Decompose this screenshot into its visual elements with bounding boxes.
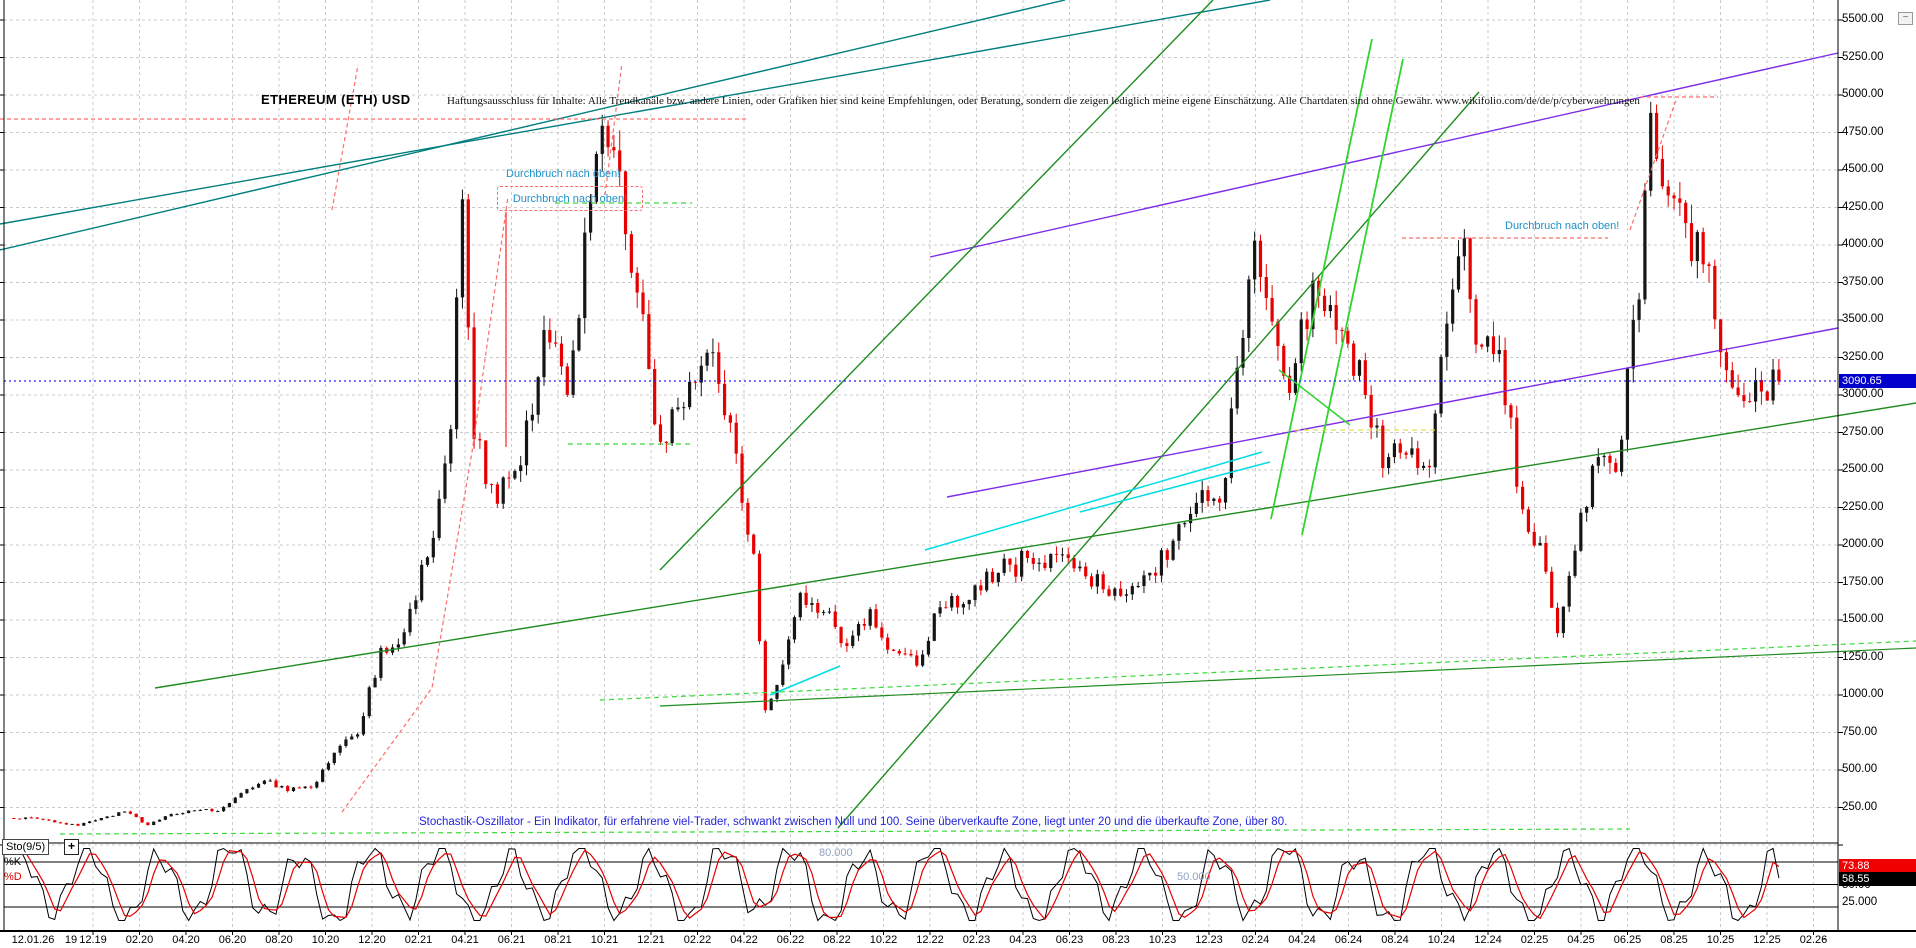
date-label: 12.24 [1474, 934, 1502, 946]
price-tick-label: 250.00 [1842, 800, 1878, 813]
price-tick-label: 4250.00 [1842, 200, 1884, 213]
date-label: 08.22 [823, 934, 851, 946]
oscillator-level-50-label: 50.000 [1177, 871, 1211, 883]
chart-title: ETHEREUM (ETH) USD [261, 92, 411, 107]
date-label: 12.23 [1195, 934, 1223, 946]
price-tick-label: 5000.00 [1842, 88, 1884, 100]
price-tick-label: 4000.00 [1842, 238, 1884, 250]
price-tick-label: 2500.00 [1842, 463, 1884, 475]
date-label: 02.24 [1241, 934, 1270, 946]
date-label: 02.20 [125, 934, 154, 946]
date-label: 08.20 [265, 934, 293, 946]
date-label: 04.24 [1288, 934, 1316, 946]
price-tick-label: 4500.00 [1842, 163, 1884, 175]
date-label: 10.22 [869, 934, 898, 946]
date-label: 08.25 [1660, 934, 1688, 946]
percent-k-label: %K [4, 856, 22, 868]
price-tick-label: 1500.00 [1842, 613, 1884, 625]
date-label: 12.22 [916, 934, 944, 946]
date-label: 04.21 [451, 934, 479, 946]
date-label: 06.25 [1613, 934, 1642, 946]
price-tick-label: 1250.00 [1842, 650, 1884, 663]
scrollbar-dash[interactable]: - [1822, 931, 1826, 945]
date-label: 12.25 [1753, 934, 1781, 946]
breakout-annotation-1: Durchbruch nach oben! [506, 168, 621, 180]
oscillator-k-badge: 58.55 [1839, 872, 1916, 886]
breakout-annotation-box: Durchbruch nach oben! [497, 186, 643, 211]
indicator-label[interactable]: Sto(9/5) [2, 839, 50, 855]
price-tick-label: 2000.00 [1842, 538, 1884, 550]
date-label: 06.20 [218, 934, 247, 946]
breakout-annotation-3: Durchbruch nach oben! [1505, 220, 1620, 232]
date-label: 19 [64, 934, 78, 946]
price-tick-label: 3750.00 [1842, 275, 1884, 288]
price-tick-label: 1750.00 [1842, 575, 1884, 588]
date-label: 04.20 [172, 934, 200, 946]
date-label: 10.20 [311, 934, 340, 946]
stochastic-note: Stochastik-Oszillator - Ein Indikator, f… [419, 816, 1288, 828]
price-tick-label: 1000.00 [1842, 688, 1884, 700]
oscillator-axis-25: 25.000 [1842, 896, 1878, 908]
price-tick-label: 3250.00 [1842, 350, 1884, 363]
date-label: 04.23 [1009, 934, 1037, 946]
percent-d-label: %D [4, 871, 22, 883]
date-label: 12.20 [358, 934, 386, 946]
date-label: 02.26 [1799, 934, 1828, 946]
price-tick-label: 750.00 [1842, 725, 1878, 738]
date-label: 08.21 [544, 934, 572, 946]
disclaimer-text: Haftungsausschluss für Inhalte: Alle Tre… [447, 95, 1640, 107]
price-tick-label: 5500.00 [1842, 13, 1884, 25]
price-tick-label: 500.00 [1842, 763, 1878, 775]
price-tick-label: 4750.00 [1842, 125, 1884, 138]
date-label: 04.25 [1567, 934, 1595, 946]
date-label: 08.23 [1102, 934, 1130, 946]
date-label: 10.21 [590, 934, 619, 946]
date-label: 12.21 [637, 934, 665, 946]
oscillator-d-badge: 73.88 [1839, 859, 1916, 873]
add-indicator-button[interactable]: + [64, 839, 79, 855]
date-label: 02.21 [404, 934, 433, 946]
date-label: 12.19 [79, 934, 107, 946]
date-label: 06.21 [497, 934, 526, 946]
date-label: 04.22 [730, 934, 758, 946]
collapse-icon[interactable]: − [1898, 12, 1913, 25]
date-label: 02.22 [683, 934, 712, 946]
date-label: 10.23 [1148, 934, 1177, 946]
date-label: 06.23 [1055, 934, 1084, 946]
date-label: 06.22 [776, 934, 805, 946]
price-tick-label: 3000.00 [1842, 388, 1884, 400]
oscillator-level-80-label: 80.000 [819, 847, 853, 859]
date-label: 10.25 [1706, 934, 1735, 946]
date-label: 08.24 [1381, 934, 1409, 946]
breakout-annotation-2: Durchbruch nach oben! [512, 192, 628, 205]
price-tick-label: 2250.00 [1842, 500, 1884, 513]
price-tick-label: 5250.00 [1842, 50, 1884, 63]
last-price-badge: 3090.65 [1839, 374, 1916, 388]
date-label: 02.23 [962, 934, 991, 946]
date-label: 02.25 [1520, 934, 1549, 946]
price-tick-label: 3500.00 [1842, 313, 1884, 325]
date-label: 12.01.26 [11, 934, 55, 946]
price-tick-label: 2750.00 [1842, 425, 1884, 438]
date-label: 10.24 [1427, 934, 1456, 946]
date-label: 06.24 [1334, 934, 1363, 946]
